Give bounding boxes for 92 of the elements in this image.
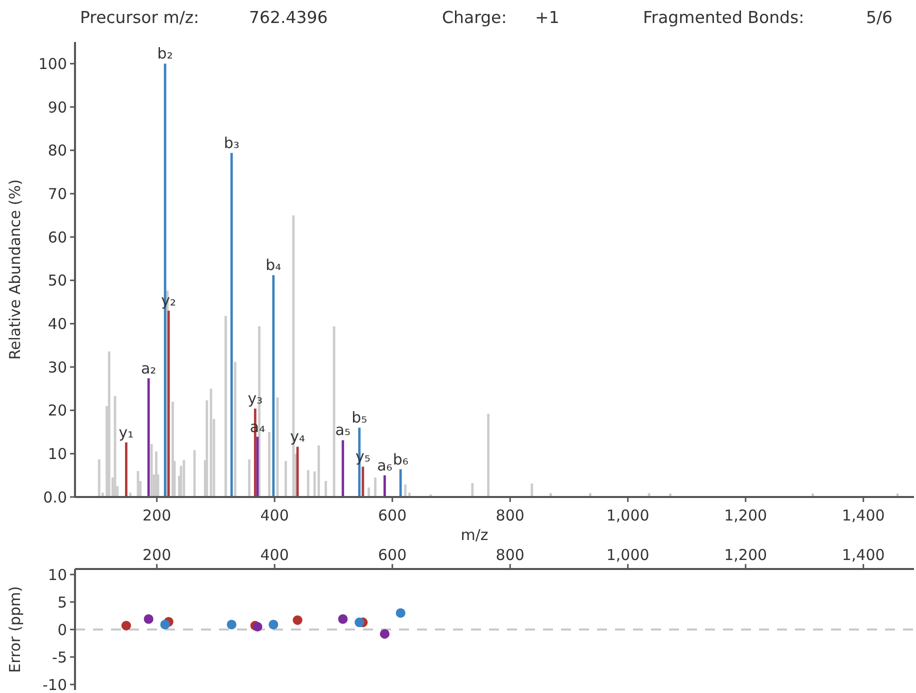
y-tick-label: 20 [48, 402, 67, 420]
point [380, 629, 390, 639]
bar [230, 152, 233, 497]
point [160, 620, 170, 630]
x-tick-label: 200 [142, 506, 172, 524]
bar [399, 469, 402, 497]
point [338, 614, 348, 624]
annotation: b₅ [352, 408, 368, 427]
annotation: b₄ [266, 256, 282, 274]
bar [368, 487, 370, 497]
point [144, 614, 154, 624]
bar [125, 442, 128, 497]
bar [471, 483, 474, 497]
bar [98, 459, 100, 497]
x-tick-label: 1,200 [724, 506, 768, 524]
y-tick-label: 70 [48, 184, 67, 203]
x-tick-label: 1,000 [606, 506, 650, 524]
x-tick-label: 1,200 [724, 546, 768, 564]
x-tick-label: 800 [496, 546, 524, 564]
bar [530, 484, 534, 497]
bar [172, 402, 174, 497]
point [268, 620, 278, 630]
bar [284, 461, 287, 497]
bar [383, 475, 386, 497]
bar [108, 351, 110, 497]
annotation: b₃ [224, 134, 240, 152]
y-tick-label: 30 [48, 358, 67, 376]
y-tick-label: 90 [48, 98, 67, 116]
annotation: y₄ [290, 428, 305, 446]
y-tick-label: -10 [42, 676, 67, 693]
x-tick-label: 600 [378, 506, 407, 524]
bar [234, 362, 236, 497]
x-tick-label: 1,000 [606, 546, 650, 564]
annotation: b₆ [392, 450, 408, 468]
y-tick-label: 10 [48, 444, 67, 463]
point [396, 608, 406, 618]
bar [272, 275, 275, 497]
x-tick-label: 400 [260, 546, 289, 564]
x-tick-label: 400 [260, 506, 289, 524]
y-tick-label: 60 [48, 228, 67, 246]
bar [487, 414, 490, 497]
text: 5/6 [866, 8, 893, 27]
x-tick-label: 600 [378, 546, 407, 564]
point [121, 620, 132, 630]
text: +1 [535, 8, 560, 27]
y-tick-label: 100 [38, 54, 67, 73]
bar [182, 460, 186, 497]
y-axis-title: Error (ppm) [6, 586, 24, 673]
x-tick-label: 200 [142, 546, 172, 564]
annotation: y₁ [118, 423, 134, 442]
point [226, 620, 236, 630]
x-axis-title: m/z [460, 526, 488, 544]
text: 762.4396 [249, 8, 328, 27]
y-tick-label: -5 [52, 648, 67, 666]
x-tick-label: 800 [496, 506, 524, 524]
bar [332, 326, 336, 497]
y-tick-label: 50 [48, 272, 67, 290]
bar [374, 478, 376, 497]
point [252, 622, 262, 632]
bar [296, 446, 299, 497]
bar [362, 466, 364, 497]
x-tick-label: 1,400 [842, 546, 885, 564]
annotation: y₃ [248, 390, 263, 408]
bar [147, 378, 150, 497]
y-tick-label: 0.0 [43, 488, 67, 506]
y-tick-label: 40 [48, 314, 67, 333]
bar [248, 459, 250, 497]
bar [206, 400, 208, 497]
y-tick-label: 5 [57, 593, 67, 612]
y-axis-title: Relative Abundance (%) [6, 179, 24, 360]
y-tick-label: 0 [57, 620, 67, 639]
text: Charge: [442, 8, 507, 27]
annotation: a₆ [377, 456, 392, 474]
bar [268, 432, 270, 497]
y-tick-label: 10 [48, 566, 67, 584]
annotation: b₂ [157, 44, 173, 63]
bar [342, 440, 344, 497]
bar [167, 310, 170, 497]
text: Fragmented Bonds: [643, 8, 804, 27]
bar [324, 480, 328, 497]
x-tick-label: 1,400 [842, 506, 885, 524]
bar [318, 445, 320, 497]
point [292, 615, 302, 625]
annotation: a₅ [335, 421, 350, 440]
text: Precursor m/z: [80, 8, 200, 27]
annotation: a₂ [140, 359, 156, 378]
point [354, 618, 364, 628]
bar [155, 452, 158, 497]
bar [404, 484, 406, 497]
y-tick-label: 80 [48, 142, 67, 160]
bar [306, 470, 310, 497]
bar [224, 316, 227, 497]
